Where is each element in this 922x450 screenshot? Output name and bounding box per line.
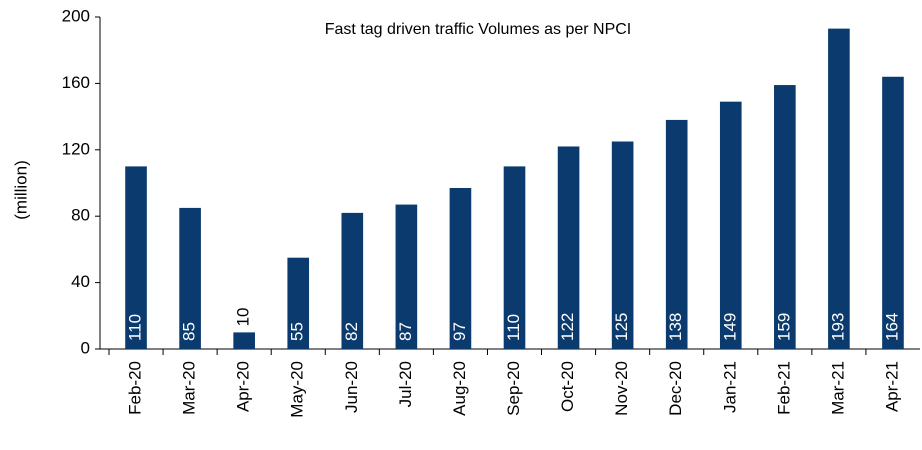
bar xyxy=(233,332,255,349)
x-tick-label: Sep-20 xyxy=(504,361,523,416)
x-tick-label: Feb-20 xyxy=(126,361,145,415)
chart-title: Fast tag driven traffic Volumes as per N… xyxy=(325,21,632,38)
x-tick-label: Apr-21 xyxy=(882,361,901,412)
y-tick-label: 120 xyxy=(62,139,90,158)
x-tick-label: Jan-21 xyxy=(720,361,739,413)
y-tick-label: 0 xyxy=(81,338,90,357)
bar xyxy=(719,101,742,349)
bar xyxy=(665,119,688,349)
x-tick-label: Feb-21 xyxy=(774,361,793,415)
y-axis-label: (million) xyxy=(11,160,30,220)
x-tick-label: Aug-20 xyxy=(450,361,469,416)
value-label: 85 xyxy=(180,322,199,341)
value-label: 149 xyxy=(720,313,739,341)
value-label: 110 xyxy=(504,314,523,341)
value-label: 122 xyxy=(558,313,577,341)
bar xyxy=(503,166,526,349)
bar xyxy=(611,141,634,349)
y-tick-label: 200 xyxy=(62,6,90,25)
bar xyxy=(828,28,850,350)
x-tick-label: Oct-20 xyxy=(558,361,577,412)
value-label: 97 xyxy=(450,322,469,341)
value-label: 55 xyxy=(288,322,307,341)
x-tick-label: Mar-20 xyxy=(180,361,199,415)
bar xyxy=(882,76,904,349)
y-tick-label: 80 xyxy=(71,206,90,225)
x-tick-label: Nov-20 xyxy=(612,361,631,416)
x-tick-label: Dec-20 xyxy=(666,361,685,416)
bar xyxy=(774,85,796,349)
x-tick-label: Apr-20 xyxy=(234,361,253,412)
bar xyxy=(557,146,580,349)
y-tick-label: 160 xyxy=(62,73,90,92)
x-tick-label: May-20 xyxy=(288,361,307,418)
value-label: 87 xyxy=(396,322,415,341)
bar xyxy=(341,212,364,349)
value-label: 110 xyxy=(126,314,145,341)
value-label: 164 xyxy=(882,313,901,341)
x-tick-label: Jun-20 xyxy=(342,361,361,413)
x-tick-label: Mar-21 xyxy=(828,361,847,415)
y-tick-label: 40 xyxy=(71,272,90,291)
bar xyxy=(287,257,310,349)
bar xyxy=(395,204,418,349)
value-label: 138 xyxy=(666,313,685,341)
value-label: 159 xyxy=(774,313,793,341)
value-label: 82 xyxy=(342,322,361,341)
value-label: 125 xyxy=(612,313,631,341)
bar xyxy=(179,207,201,349)
value-label: 193 xyxy=(828,313,847,341)
value-label: 10 xyxy=(234,307,253,326)
bar xyxy=(125,166,147,349)
x-tick-label: Jul-20 xyxy=(396,361,415,407)
bar xyxy=(449,187,472,349)
